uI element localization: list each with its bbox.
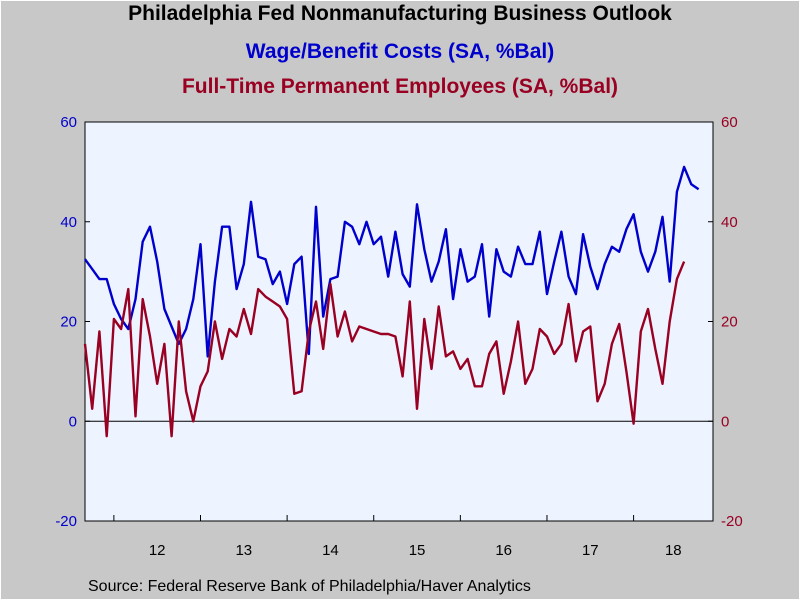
chart-subtitle-employees: Full-Time Permanent Employees (SA, %Bal) (181, 75, 619, 98)
chart-subtitle-wage: Wage/Benefit Costs (SA, %Bal) (245, 40, 555, 63)
x-tick-label: 15 (409, 542, 426, 559)
x-tick-label: 12 (149, 542, 166, 559)
chart-title: Philadelphia Fed Nonmanufacturing Busine… (128, 2, 672, 25)
y-left-tick-label: 60 (60, 114, 77, 131)
x-tick-label: 18 (665, 542, 682, 559)
x-tick-label: 14 (322, 542, 339, 559)
y-right-tick-label: 60 (721, 114, 738, 131)
series-line-wage-benefit-costs (84, 165, 700, 358)
source-note: Source: Federal Reserve Bank of Philadel… (88, 578, 531, 595)
x-tick-label: 16 (495, 542, 512, 559)
series-line-full-time-employees (83, 261, 686, 438)
y-right-tick-label: 20 (721, 314, 738, 331)
y-right-tick-label: 0 (721, 413, 729, 430)
y-left-tick-label: -20 (55, 513, 77, 530)
x-tick-label: 17 (582, 542, 599, 559)
y-left-tick-label: 20 (60, 314, 77, 331)
x-tick-label: 13 (235, 542, 252, 559)
y-left-tick-label: 40 (60, 214, 77, 231)
y-left-tick-label: 0 (69, 413, 77, 430)
y-right-tick-label: -20 (721, 513, 743, 530)
y-right-tick-label: 40 (721, 214, 738, 231)
